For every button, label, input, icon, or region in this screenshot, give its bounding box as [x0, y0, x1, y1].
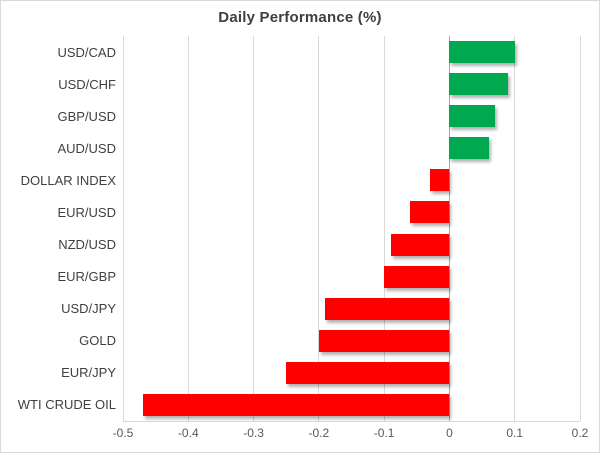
- category-label: USD/CHF: [58, 76, 116, 92]
- category-label: GBP/USD: [57, 108, 116, 124]
- category-label: USD/JPY: [61, 301, 116, 317]
- x-axis-tick-label: -0.4: [177, 426, 199, 440]
- x-axis-tick-label: -0.2: [308, 426, 330, 440]
- x-axis-tick-label: -0.1: [373, 426, 395, 440]
- category-label: AUD/USD: [57, 140, 116, 156]
- bar-usd-cad: [449, 41, 515, 64]
- category-label: USD/CAD: [57, 44, 116, 60]
- bar-dollar-index: [429, 169, 450, 192]
- x-axis-tick-label: -0.5: [112, 426, 134, 440]
- x-axis: -0.5 -0.4 -0.3 -0.2 -0.1 0 0.1 0.2: [113, 421, 589, 451]
- x-axis-tick-label: 0.2: [571, 426, 589, 440]
- category-axis: USD/CAD USD/CHF GBP/USD AUD/USD DOLLAR INDEX…: [1, 36, 116, 421]
- bar-nzd-usd: [390, 233, 450, 256]
- gridline: [318, 36, 320, 421]
- category-label: DOLLAR INDEX: [20, 172, 116, 188]
- bar-usd-jpy: [325, 297, 450, 320]
- x-axis-tick-label: 0: [446, 426, 453, 440]
- x-axis-tick-label: 0.1: [506, 426, 524, 440]
- plot-area: [122, 36, 581, 421]
- bar-eur-jpy: [286, 361, 450, 384]
- gridline: [187, 36, 189, 421]
- bar-gbp-usd: [449, 105, 496, 128]
- category-label: NZD/USD: [58, 237, 116, 252]
- bar-eur-gbp: [384, 265, 450, 288]
- gridline: [383, 36, 385, 421]
- bar-gold: [318, 329, 450, 352]
- category-label: GOLD: [79, 333, 116, 349]
- bar-eur-usd: [410, 201, 450, 224]
- bar-aud-usd: [449, 137, 489, 160]
- x-axis-line: [123, 421, 580, 422]
- chart-title: Daily Performance (%): [218, 9, 382, 26]
- gridline: [514, 36, 516, 421]
- bar-usd-chf: [449, 73, 509, 96]
- category-label: EUR/GBP: [57, 269, 116, 285]
- category-label: EUR/JPY: [61, 365, 116, 381]
- gridline: [122, 36, 124, 421]
- gridline: [253, 36, 255, 421]
- category-label: WTI CRUDE OIL: [17, 397, 116, 413]
- bar-wti-crude-oil: [142, 393, 450, 416]
- gridline: [579, 36, 581, 421]
- category-label: EUR/USD: [57, 204, 116, 220]
- zero-line: [448, 36, 450, 421]
- x-axis-tick-label: -0.3: [243, 426, 264, 440]
